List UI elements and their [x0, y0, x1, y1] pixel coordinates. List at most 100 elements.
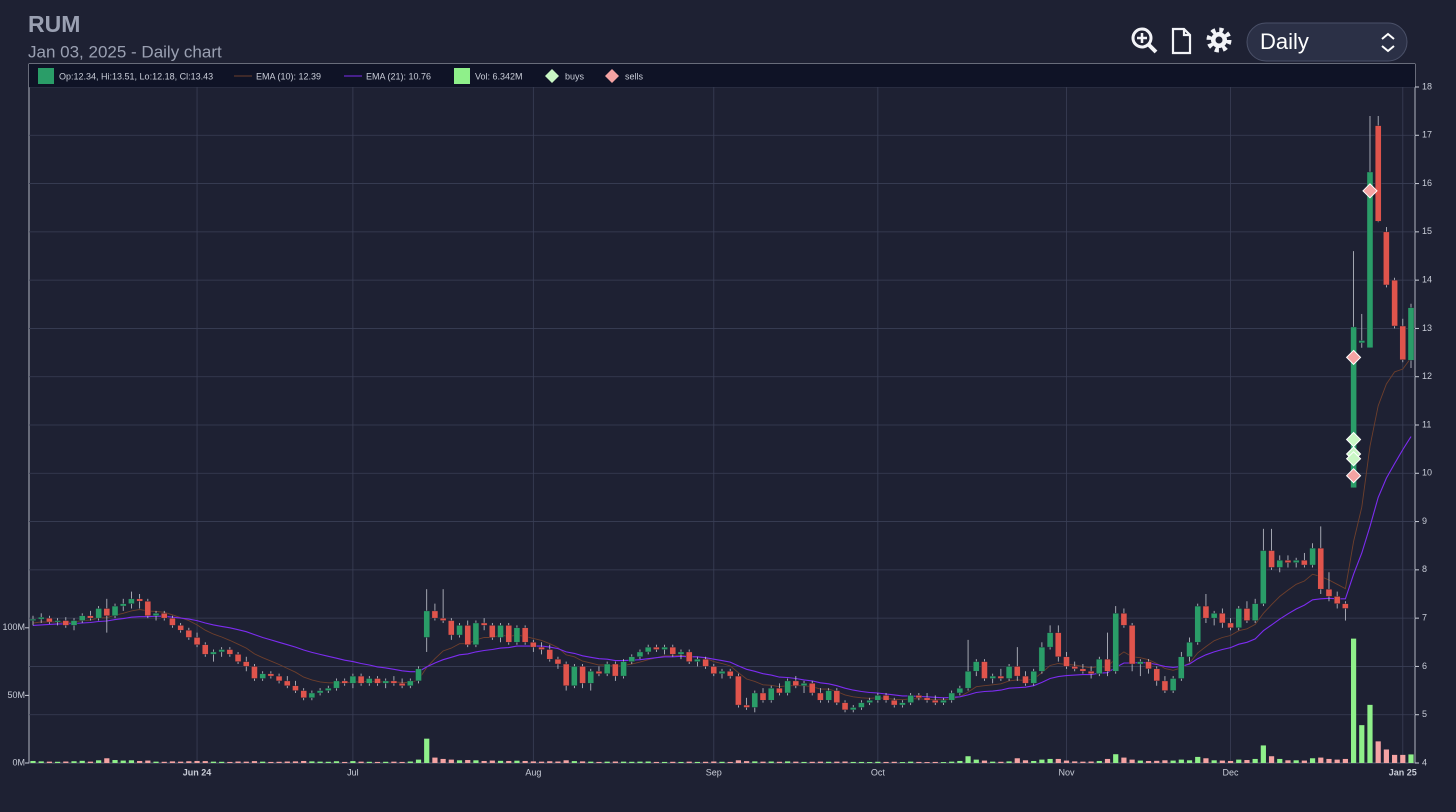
volume-bar	[629, 761, 635, 763]
candle-body	[1276, 560, 1283, 568]
candle-body	[349, 675, 357, 684]
candle-body	[530, 642, 537, 648]
candle-body	[70, 620, 78, 626]
volume-bar	[1063, 760, 1070, 763]
candle-body	[636, 651, 644, 657]
candle-body	[1374, 125, 1382, 222]
volume-bar	[670, 761, 676, 763]
candle-body	[1301, 560, 1308, 566]
volume-bar	[374, 761, 381, 763]
candle-body	[128, 598, 135, 604]
period-select[interactable]: Daily	[1246, 22, 1408, 62]
volume-bar	[497, 760, 504, 763]
candle-body	[948, 692, 955, 701]
volume-bar	[1391, 754, 1398, 763]
sell-marker	[1362, 183, 1378, 199]
candle-body	[1178, 656, 1185, 679]
y-tick-label: 15	[1422, 226, 1432, 236]
volume-bar	[1186, 760, 1193, 763]
candle-body	[1096, 658, 1103, 674]
volume-bar	[202, 761, 208, 763]
volume-bar	[432, 757, 438, 763]
volume-bar	[604, 761, 610, 763]
volume-bar	[38, 761, 44, 763]
candle-body	[1194, 605, 1201, 643]
volume-bar	[661, 761, 668, 763]
candle-body	[1243, 608, 1251, 621]
candle-body	[603, 663, 611, 674]
volume-bar	[547, 761, 553, 763]
candle-body	[1046, 632, 1054, 648]
plot-frame	[28, 63, 1416, 764]
candle-body	[1112, 613, 1119, 672]
volume-bar	[1236, 759, 1242, 763]
volume-bar	[391, 761, 397, 763]
volume-bar	[1400, 754, 1406, 763]
volume-bar	[563, 760, 569, 763]
volume-bar	[1203, 758, 1209, 763]
volume-bar	[1014, 758, 1020, 763]
candle-body	[809, 683, 816, 694]
candle-body	[62, 620, 70, 626]
volume-bar	[776, 761, 783, 763]
volume-bar	[506, 760, 512, 763]
candle-body	[964, 671, 972, 689]
volume-bar	[1006, 761, 1012, 763]
volume-bar	[112, 760, 118, 763]
candle-body	[1350, 326, 1357, 488]
candle-body	[1284, 560, 1292, 563]
y-tick-label: 7	[1422, 613, 1427, 623]
volume-bar	[579, 761, 586, 763]
volume-bar	[96, 760, 102, 763]
volume-bar	[227, 761, 233, 763]
candle-body	[800, 683, 808, 686]
volume-bar	[1244, 760, 1250, 763]
volume-bar	[1195, 756, 1201, 763]
candle-body	[325, 687, 332, 691]
volume-bar	[1170, 760, 1176, 763]
document-icon[interactable]	[1171, 27, 1192, 55]
candle-body	[38, 616, 45, 620]
zoom-icon[interactable]	[1131, 27, 1158, 54]
volume-bar	[161, 761, 167, 763]
candle-body	[743, 704, 750, 708]
volume-bar	[1154, 760, 1160, 763]
candle-body	[833, 690, 841, 703]
volume-bar	[932, 761, 938, 763]
candle-body	[357, 675, 365, 684]
candle-body	[1087, 671, 1095, 674]
x-tick-label: Jan 25	[1389, 767, 1417, 777]
volume-bar	[1031, 760, 1037, 763]
candle-body	[1325, 588, 1333, 597]
candle-body	[776, 687, 783, 694]
volume-bar	[325, 761, 331, 763]
candle-body	[702, 658, 709, 667]
candle-body	[858, 702, 865, 708]
candle-body	[521, 627, 529, 643]
candle-body	[472, 622, 480, 645]
settings-icon[interactable]	[1206, 27, 1232, 53]
volume-bar	[1350, 638, 1357, 763]
candle-body	[1383, 231, 1390, 286]
volume-bar	[1359, 725, 1365, 763]
y-tick-label: 9	[1422, 516, 1427, 526]
volume-bar	[899, 762, 906, 763]
volume-bar	[957, 760, 963, 763]
volume-bar	[424, 738, 430, 763]
volume-bar	[399, 761, 405, 763]
volume-bar	[235, 761, 241, 763]
volume-bar	[1211, 760, 1217, 763]
candle-body	[234, 654, 242, 662]
volume-bar	[1137, 760, 1143, 763]
volume-bar	[637, 761, 643, 763]
candle-body	[751, 692, 759, 708]
x-tick-label: Dec	[1223, 767, 1240, 777]
x-tick-label: Jul	[347, 767, 359, 777]
x-tick-label: Nov	[1058, 767, 1075, 777]
volume-bar	[694, 761, 700, 763]
volume-bar	[1367, 704, 1373, 763]
candle-body	[497, 625, 504, 638]
candle-body	[439, 617, 447, 621]
y-tick-label: 11	[1422, 419, 1431, 429]
volume-bar	[924, 762, 930, 763]
